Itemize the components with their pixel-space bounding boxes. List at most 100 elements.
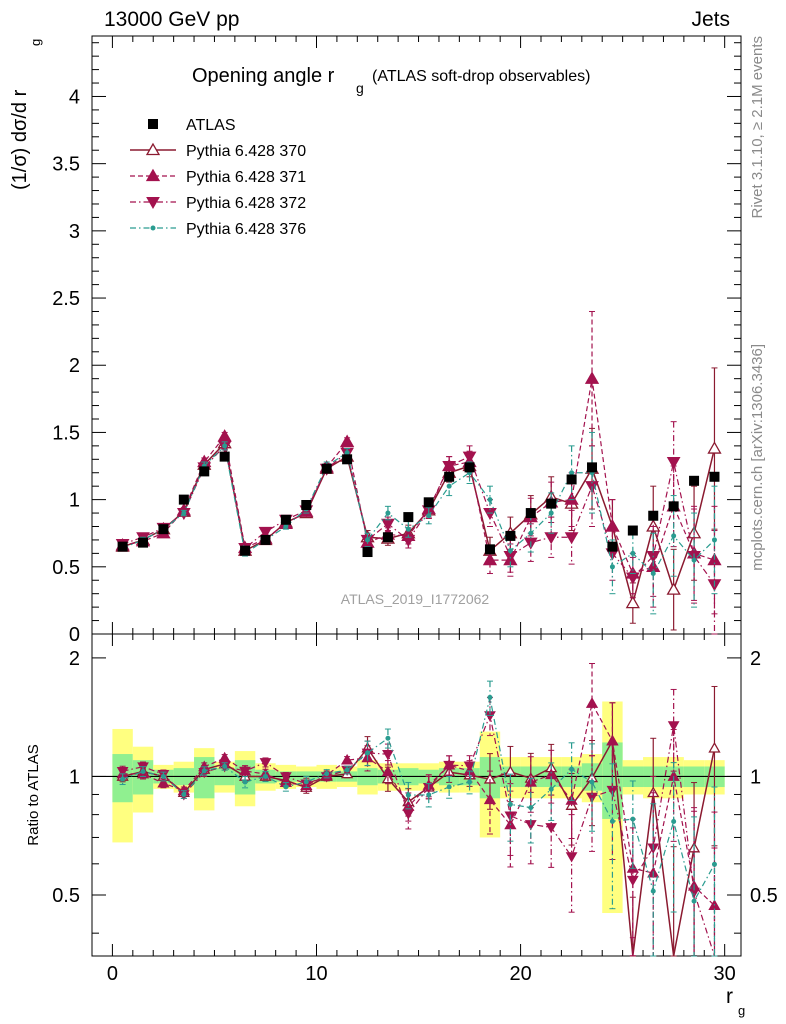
data-point bbox=[217, 429, 232, 442]
atlas-data-point bbox=[117, 541, 128, 552]
y-tick-label: 2.5 bbox=[52, 288, 80, 310]
ratio-point bbox=[589, 779, 595, 785]
ratio-point bbox=[382, 749, 394, 761]
data-point bbox=[181, 510, 187, 516]
data-point bbox=[442, 461, 457, 474]
ratio-point bbox=[446, 784, 452, 790]
data-point bbox=[426, 513, 432, 519]
ratio-point bbox=[259, 758, 272, 769]
ratio-point bbox=[157, 776, 170, 788]
ratio-point bbox=[585, 697, 599, 708]
ratio-point bbox=[242, 779, 248, 785]
ratio-point bbox=[487, 694, 493, 700]
data-point bbox=[381, 518, 395, 531]
atlas-data-point bbox=[464, 462, 475, 473]
ratio-point bbox=[463, 761, 476, 772]
data-point bbox=[584, 371, 600, 384]
ratio-series-line bbox=[122, 713, 716, 957]
x-tick-label: 30 bbox=[714, 963, 736, 985]
chart-title: Opening angle r bbox=[192, 65, 335, 87]
series-line bbox=[122, 444, 715, 585]
ratio-point bbox=[443, 760, 456, 772]
header-right: Jets bbox=[691, 8, 730, 31]
data-point bbox=[283, 523, 289, 529]
atlas-data-point bbox=[444, 471, 455, 482]
data-point bbox=[666, 456, 681, 469]
legend-label: Pythia 6.428 370 bbox=[186, 143, 306, 160]
data-point bbox=[258, 526, 273, 539]
ratio-point bbox=[671, 819, 677, 825]
data-point bbox=[564, 492, 579, 505]
y-tick-label: 1.5 bbox=[52, 422, 80, 444]
x-tick-label: 20 bbox=[509, 963, 531, 985]
ratio-point bbox=[650, 888, 656, 894]
ratio-point bbox=[303, 779, 309, 785]
analysis-watermark: ATLAS_2019_I1772062 bbox=[341, 591, 490, 607]
ratio-point bbox=[586, 792, 598, 803]
data-point bbox=[507, 548, 513, 554]
data-point bbox=[564, 532, 579, 545]
legend-label: Pythia 6.428 371 bbox=[186, 169, 306, 186]
ratio-point bbox=[691, 898, 697, 904]
legend-label: Pythia 6.428 372 bbox=[186, 195, 306, 212]
atlas-data-point bbox=[321, 463, 332, 474]
ratio-tick-label: 2 bbox=[69, 648, 80, 670]
ratio-point bbox=[381, 765, 395, 777]
ratio-point bbox=[181, 791, 187, 797]
data-point bbox=[365, 537, 371, 543]
chart-title-subscript: g bbox=[356, 80, 364, 96]
ratio-point bbox=[483, 793, 497, 805]
atlas-data-point bbox=[648, 510, 659, 521]
legend: ATLAS Pythia 6.428 370 Pythia 6.428 371 Pyt… bbox=[130, 117, 306, 238]
legend-entry: Pythia 6.428 376 bbox=[130, 221, 306, 238]
legend-marker bbox=[150, 225, 156, 231]
data-point bbox=[650, 571, 656, 577]
y-tick-label: 4 bbox=[69, 86, 80, 108]
data-point bbox=[625, 595, 640, 609]
ratio-point bbox=[222, 763, 228, 769]
x-tick-label: 0 bbox=[107, 963, 118, 985]
ratio-point bbox=[385, 735, 391, 741]
data-point bbox=[707, 441, 722, 454]
y-tick-label: 2 bbox=[69, 355, 80, 377]
ratio-point bbox=[667, 721, 680, 732]
atlas-data-point bbox=[260, 534, 271, 545]
atlas-data-point bbox=[587, 462, 598, 473]
ratio-point bbox=[545, 823, 558, 834]
legend-label: ATLAS bbox=[186, 117, 236, 134]
legend-marker bbox=[145, 168, 161, 182]
series-line bbox=[122, 444, 715, 575]
atlas-data-point bbox=[219, 451, 230, 462]
main-plot-marks bbox=[115, 310, 722, 635]
ratio-point bbox=[283, 784, 289, 790]
ratio-point bbox=[402, 809, 415, 820]
x-axis-label: r bbox=[726, 985, 733, 1008]
atlas-data-point bbox=[689, 475, 700, 486]
ratio-point bbox=[569, 766, 575, 772]
header-left: 13000 GeV pp bbox=[104, 8, 240, 31]
ratio-tick-label: 1 bbox=[69, 766, 80, 788]
atlas-data-point bbox=[280, 514, 291, 525]
ratio-point bbox=[140, 768, 146, 774]
atlas-data-point bbox=[525, 508, 536, 519]
data-point bbox=[609, 564, 615, 570]
ratio-point bbox=[344, 767, 350, 773]
axes: 0 10 20 30 0 0.5 1 1.5 2 2.5 3 3.5 4 0.5 0.5 1 1 2 2 bbox=[52, 36, 778, 985]
y-tick-label: 3 bbox=[69, 221, 80, 243]
ratio-point bbox=[626, 875, 639, 887]
data-point bbox=[487, 497, 493, 503]
data-point bbox=[548, 510, 554, 516]
ratio-point bbox=[467, 779, 473, 785]
atlas-data-point bbox=[627, 525, 638, 536]
data-point bbox=[339, 434, 355, 447]
atlas-data-point bbox=[382, 532, 393, 543]
atlas-data-point bbox=[301, 499, 312, 510]
data-point bbox=[544, 532, 559, 545]
atlas-data-point bbox=[199, 466, 210, 477]
ratio-point bbox=[711, 861, 717, 867]
ratio-uncertainty-bands bbox=[92, 701, 741, 914]
ratio-point bbox=[528, 805, 534, 811]
data-point bbox=[630, 550, 636, 556]
ratio-point bbox=[160, 773, 166, 779]
chart-title-rest: (ATLAS soft-drop observables) bbox=[372, 68, 590, 85]
